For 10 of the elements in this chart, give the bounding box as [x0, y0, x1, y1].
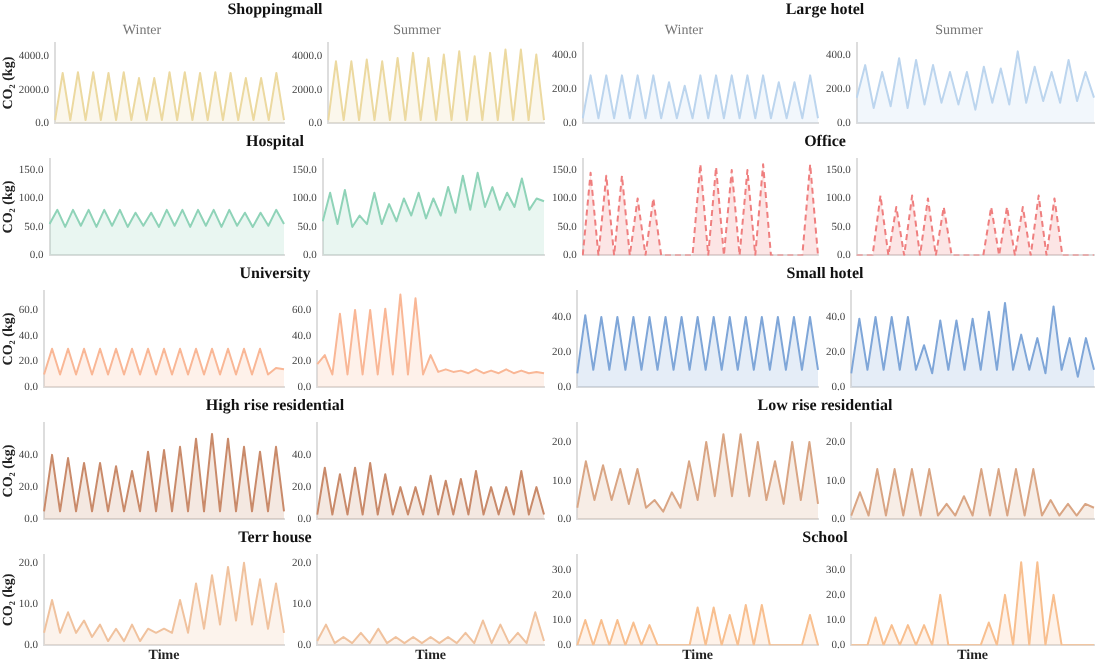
- chart-title: Small hotel: [784, 264, 866, 282]
- chart-title: High rise residential: [203, 396, 347, 414]
- chart-title: Office: [802, 132, 848, 150]
- chart-title: Terr house: [236, 528, 314, 546]
- chart-title: University: [237, 264, 313, 282]
- chart-title: Large hotel: [783, 0, 867, 18]
- chart-title: School: [800, 528, 850, 546]
- chart-title: Hospital: [244, 132, 306, 150]
- chart-title: Shoppingmall: [225, 0, 325, 18]
- chart-title: Low rise residential: [755, 396, 895, 414]
